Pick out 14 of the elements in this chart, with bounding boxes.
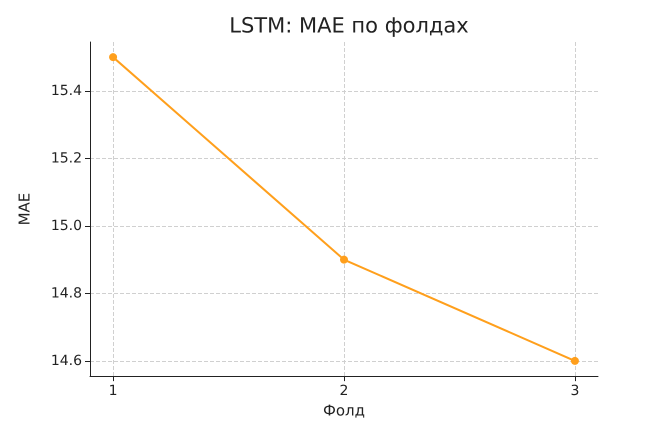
y-tick-label: 14.6 bbox=[50, 352, 82, 369]
x-tick-label: 1 bbox=[108, 383, 118, 400]
y-axis-title: MAE bbox=[16, 192, 34, 226]
x-tick-label: 3 bbox=[570, 383, 580, 400]
y-tick-label: 15.4 bbox=[50, 82, 82, 99]
point bbox=[340, 256, 348, 264]
y-tick-label: 15.2 bbox=[50, 150, 82, 166]
point bbox=[570, 356, 579, 365]
y-tick-label: 14.8 bbox=[50, 285, 82, 302]
y-tick-label: 15.0 bbox=[50, 218, 82, 234]
chart-title: LSTM: MAE по фолдах bbox=[229, 14, 469, 38]
x-axis-title: Фолд bbox=[322, 402, 366, 420]
point bbox=[109, 53, 118, 62]
x-tick-label: 2 bbox=[340, 383, 348, 400]
